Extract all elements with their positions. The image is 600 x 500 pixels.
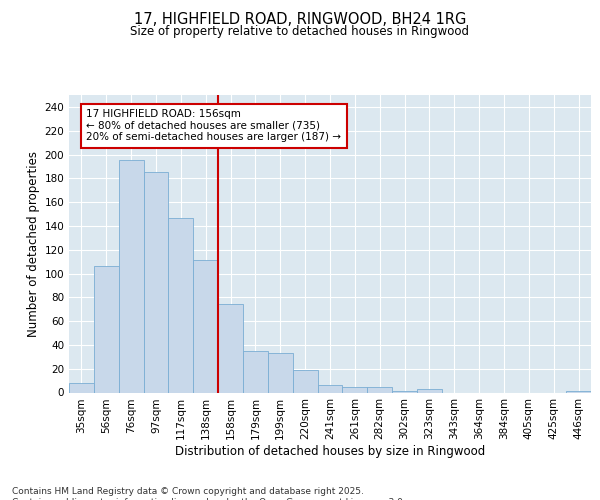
Bar — [69, 383, 94, 392]
Bar — [143, 172, 169, 392]
Bar — [268, 353, 293, 393]
Bar — [193, 260, 218, 392]
Bar — [94, 266, 119, 392]
Text: 17, HIGHFIELD ROAD, RINGWOOD, BH24 1RG: 17, HIGHFIELD ROAD, RINGWOOD, BH24 1RG — [134, 12, 466, 28]
Bar — [317, 386, 343, 392]
Bar — [169, 218, 193, 392]
Text: 17 HIGHFIELD ROAD: 156sqm
← 80% of detached houses are smaller (735)
20% of semi: 17 HIGHFIELD ROAD: 156sqm ← 80% of detac… — [86, 110, 341, 142]
Bar — [119, 160, 143, 392]
Bar — [417, 389, 442, 392]
X-axis label: Distribution of detached houses by size in Ringwood: Distribution of detached houses by size … — [175, 445, 485, 458]
Bar — [293, 370, 317, 392]
Bar — [243, 351, 268, 393]
Text: Contains HM Land Registry data © Crown copyright and database right 2025.
Contai: Contains HM Land Registry data © Crown c… — [12, 488, 406, 500]
Bar — [343, 386, 367, 392]
Bar — [367, 386, 392, 392]
Bar — [218, 304, 243, 392]
Y-axis label: Number of detached properties: Number of detached properties — [27, 151, 40, 337]
Text: Size of property relative to detached houses in Ringwood: Size of property relative to detached ho… — [131, 25, 470, 38]
